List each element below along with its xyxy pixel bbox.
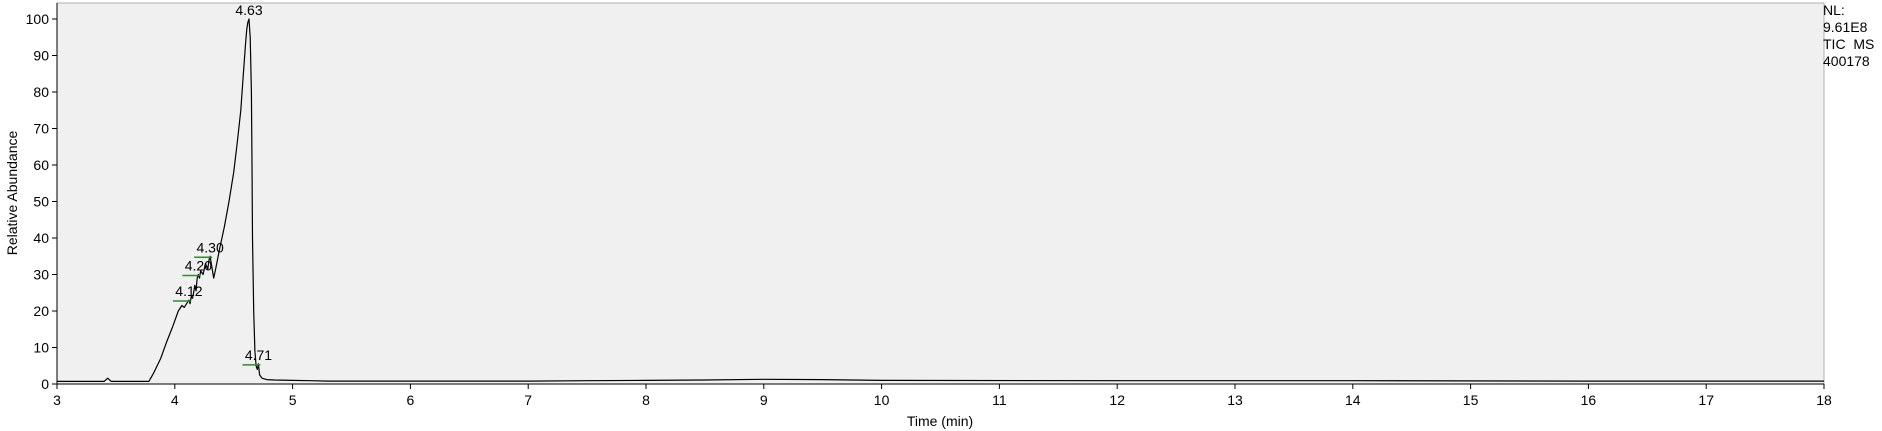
x-tick-label: 13 <box>1227 392 1243 408</box>
x-tick-label: 7 <box>524 392 532 408</box>
x-tick-label: 17 <box>1698 392 1714 408</box>
x-tick-label: 3 <box>53 392 61 408</box>
series-layer <box>57 18 1824 382</box>
y-tick-label: 10 <box>33 340 49 356</box>
y-tick-label: 80 <box>33 84 49 100</box>
x-axis-ticks: 3 4 5 6 7 8 9 10 11 12 13 14 15 16 17 18 <box>53 384 1832 408</box>
x-tick-label: 14 <box>1345 392 1361 408</box>
trace-type: TIC MS <box>1823 36 1875 52</box>
x-tick-label: 4 <box>171 392 179 408</box>
normalization-label: NL: <box>1823 2 1845 18</box>
y-tick-label: 90 <box>33 48 49 64</box>
x-tick-label: 18 <box>1816 392 1832 408</box>
y-tick-label: 60 <box>33 157 49 173</box>
plot-background <box>56 2 1825 385</box>
peak-labels: 4.63 4.30 4.20 4.12 4.71 <box>172 2 272 366</box>
y-tick-label: 0 <box>41 376 49 392</box>
y-tick-label: 30 <box>33 267 49 283</box>
scan-filter: 400178 <box>1823 53 1870 69</box>
normalization-value: 9.61E8 <box>1823 19 1868 35</box>
y-axis-title: Relative Abundance <box>4 131 20 256</box>
tic-trace-line <box>57 18 1824 382</box>
peak-label: 4.30 <box>197 239 224 255</box>
y-tick-label: 40 <box>33 230 49 246</box>
peak-label: 4.20 <box>185 258 212 274</box>
x-tick-label: 10 <box>874 392 890 408</box>
x-tick-label: 8 <box>642 392 650 408</box>
x-tick-label: 12 <box>1109 392 1125 408</box>
x-tick-label: 5 <box>289 392 297 408</box>
x-tick-label: 6 <box>407 392 415 408</box>
peak-label: 4.12 <box>175 283 202 299</box>
x-tick-label: 11 <box>992 392 1007 408</box>
y-tick-label: 70 <box>33 121 49 137</box>
y-tick-label: 50 <box>33 194 49 210</box>
y-tick-label: 100 <box>26 11 50 27</box>
x-axis-title: Time (min) <box>907 413 973 429</box>
peak-label: 4.63 <box>235 2 262 18</box>
x-tick-label: 16 <box>1581 392 1597 408</box>
x-tick-label: 15 <box>1463 392 1479 408</box>
trace-info: NL: 9.61E8 TIC MS 400178 <box>1823 2 1874 70</box>
y-axis-ticks: 0 10 20 30 40 50 60 70 80 90 100 <box>26 11 57 392</box>
peak-label: 4.71 <box>245 347 272 363</box>
y-tick-label: 20 <box>33 303 49 319</box>
x-tick-label: 9 <box>760 392 768 408</box>
